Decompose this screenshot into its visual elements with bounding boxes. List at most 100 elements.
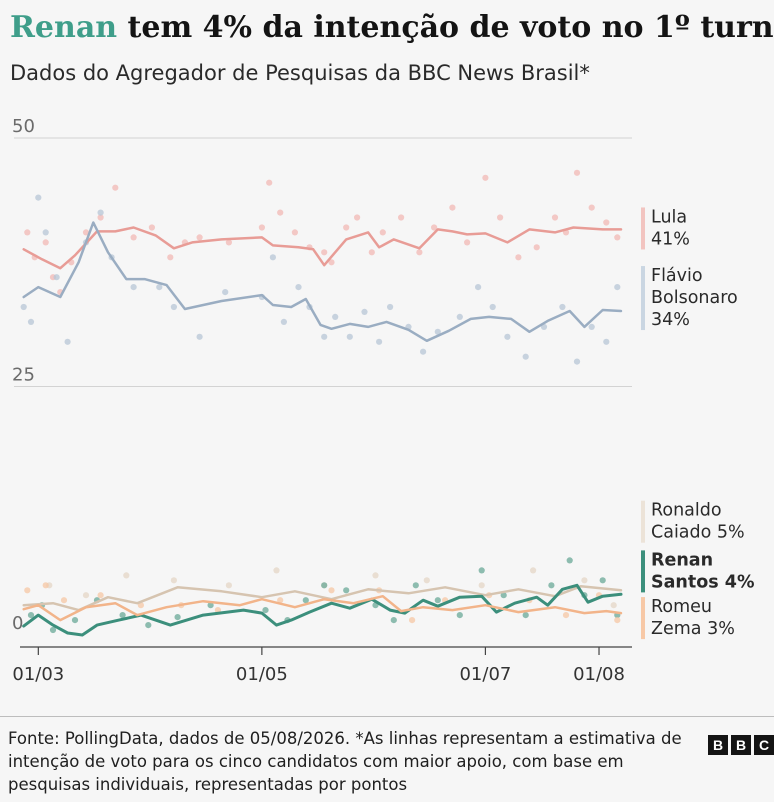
lula-poll-dot <box>464 239 471 246</box>
romeu-zema-poll-dot <box>42 582 49 589</box>
lula-label-line: 41% <box>651 230 690 250</box>
ronaldo-caiado-poll-dot <box>225 582 232 589</box>
renan-santos-poll-dot <box>434 597 441 604</box>
ronaldo-caiado-poll-dot <box>273 567 280 574</box>
renan-santos-poll-dot <box>390 617 397 624</box>
romeu-zema-poll-dot <box>614 617 621 624</box>
bbc-logo-letter: C <box>754 735 774 755</box>
lula-poll-dot <box>573 169 581 176</box>
renan-santos-poll-dot <box>456 612 463 619</box>
lula-poll-dot <box>277 209 284 216</box>
flavio-bolsonaro-poll-dot <box>489 303 496 311</box>
flavio-bolsonaro-poll-dot <box>97 209 104 216</box>
renan-santos-label: Renan Santos 4% <box>651 550 754 592</box>
lula-poll-dot <box>167 254 174 261</box>
lula-poll-dot <box>321 249 328 256</box>
lula-poll-dot <box>497 214 504 221</box>
lula-poll-dot <box>148 224 155 231</box>
lula-label: Lula 41% <box>651 208 690 250</box>
renan-santos-poll-dot <box>302 597 309 604</box>
flavio-bolsonaro-label: Flávio Bolsonaro 34% <box>651 266 738 330</box>
bbc-logo: B B C <box>708 735 774 755</box>
renan-santos-poll-dot <box>412 582 419 589</box>
lula-poll-dot <box>42 239 49 246</box>
flavio-bolsonaro-poll-dot <box>27 318 35 325</box>
renan-santos-poll-dot <box>343 587 350 594</box>
flavio-bolsonaro-poll-dot <box>387 303 394 311</box>
lula-poll-dot <box>343 224 350 231</box>
lula-poll-dot <box>368 249 375 256</box>
lula-poll-dot <box>328 259 335 266</box>
flavio-bolsonaro-poll-dot <box>420 348 427 355</box>
lula-poll-dot <box>258 224 265 231</box>
flavio-bolsonaro-poll-dot <box>332 313 339 320</box>
ronaldo-caiado-label-line: Ronaldo <box>651 501 722 521</box>
flavio-bolsonaro-poll-dot <box>130 284 137 291</box>
romeu-zema-poll-dot <box>562 612 570 619</box>
lula-line <box>22 226 623 270</box>
flavio-bolsonaro-poll-dot <box>588 323 595 330</box>
ronaldo-caiado-poll-dot <box>581 577 588 584</box>
ronaldo-caiado-poll-dot <box>82 592 90 599</box>
flavio-bolsonaro-label-line: Flávio <box>651 266 703 286</box>
renan-santos-poll-dot <box>145 622 152 629</box>
renan-santos-poll-dot <box>174 614 181 621</box>
romeu-zema-poll-dot <box>409 617 416 624</box>
flavio-bolsonaro-poll-dot <box>196 333 203 340</box>
flavio-bolsonaro-poll-dot <box>295 284 302 291</box>
flavio-bolsonaro-poll-dot <box>573 358 581 365</box>
romeu-zema-poll-dot <box>60 597 68 604</box>
romeu-zema-poll-dot <box>328 587 335 594</box>
romeu-zema-poll-dot <box>277 597 284 604</box>
ronaldo-caiado-poll-dot <box>372 572 379 579</box>
romeu-zema-label-line: Romeu <box>651 597 712 617</box>
flavio-bolsonaro-poll-dot <box>361 308 368 315</box>
renan-santos-poll-dot <box>119 612 126 619</box>
flavio-bolsonaro-poll-dot <box>614 284 621 291</box>
y-tick-label: 0 <box>12 613 23 634</box>
lula-poll-dot <box>588 204 595 211</box>
renan-santos-label-line: Santos 4% <box>651 572 754 592</box>
flavio-bolsonaro-poll-dot <box>222 289 229 296</box>
romeu-zema-label: Romeu Zema 3% <box>651 597 735 639</box>
flavio-bolsonaro-poll-dot <box>53 274 60 281</box>
lula-poll-dot <box>354 214 361 221</box>
renan-santos-poll-dot <box>321 582 328 589</box>
romeu-zema-label-line: Zema 3% <box>651 619 735 639</box>
flavio-bolsonaro-poll-dot <box>42 229 49 236</box>
flavio-bolsonaro-poll-dot <box>269 254 276 261</box>
flavio-bolsonaro-poll-dot <box>434 328 441 335</box>
romeu-zema-label-bar <box>641 597 645 640</box>
flavio-bolsonaro-poll-dot <box>156 284 163 291</box>
lula-poll-dot <box>225 239 232 246</box>
flavio-bolsonaro-poll-dot <box>559 303 566 311</box>
renan-santos-poll-dot <box>207 602 214 609</box>
renan-santos-poll-dot <box>27 612 35 619</box>
renan-santos-poll-dot <box>49 626 57 634</box>
chart-subtitle: Dados do Agregador de Pesquisas da BBC N… <box>10 61 590 85</box>
flavio-bolsonaro-poll-dot <box>376 338 383 345</box>
lula-poll-dot <box>130 234 137 241</box>
renan-santos-poll-dot <box>599 577 606 584</box>
ronaldo-caiado-line <box>22 585 623 612</box>
flavio-bolsonaro-poll-dot <box>522 353 529 360</box>
lula-poll-dot <box>97 214 104 221</box>
lula-poll-dot <box>24 229 31 236</box>
flavio-bolsonaro-label-line: Bolsonaro <box>651 288 738 308</box>
lula-poll-dot <box>416 249 423 256</box>
ronaldo-caiado-poll-dot <box>423 577 430 584</box>
lula-label-line: Lula <box>651 208 687 228</box>
flavio-bolsonaro-poll-dot <box>64 338 71 345</box>
lula-poll-dot <box>266 179 273 186</box>
lula-poll-dot <box>398 214 405 221</box>
lula-poll-dot <box>379 229 386 236</box>
flavio-bolsonaro-label-line: 34% <box>651 310 690 330</box>
renan-santos-poll-dot <box>522 612 529 619</box>
flavio-bolsonaro-label-bar <box>641 266 645 331</box>
flavio-bolsonaro-poll-dot <box>603 338 610 345</box>
flavio-bolsonaro-poll-dot <box>20 303 27 311</box>
ronaldo-caiado-poll-dot <box>478 582 485 589</box>
ronaldo-caiado-poll-dot <box>530 567 537 574</box>
lula-poll-dot <box>533 244 540 251</box>
flavio-bolsonaro-poll-dot <box>504 333 511 340</box>
